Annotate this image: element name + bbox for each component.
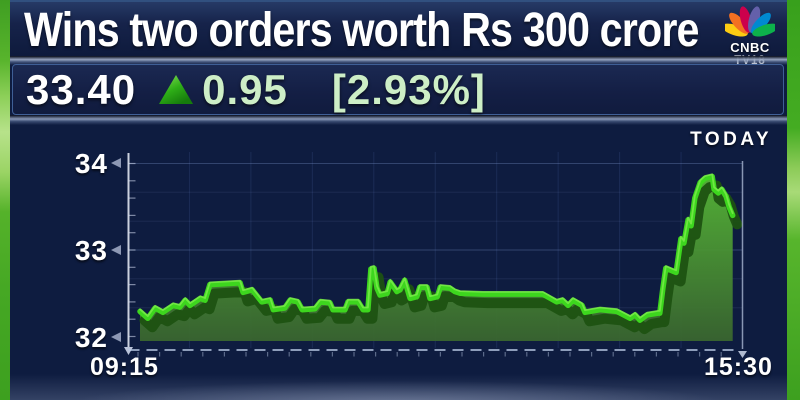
peacock-icon xyxy=(721,6,779,37)
y-axis-label-32: 32 xyxy=(74,322,108,353)
bottom-glow xyxy=(10,374,787,400)
y-axis-pointer-33 xyxy=(111,245,121,255)
x-axis-label-open: 09:15 xyxy=(90,353,159,381)
headline-bar: Wins two orders worth Rs 300 crore CNBC … xyxy=(10,0,787,67)
quote-bar: 33.40 0.95 [2.93%] xyxy=(12,64,784,115)
last-price: 33.40 xyxy=(26,65,137,113)
up-triangle-icon xyxy=(159,75,194,104)
x-axis-label-close: 15:30 xyxy=(704,353,773,381)
y-axis-pointer-34 xyxy=(111,158,121,168)
y-axis-pointer-32 xyxy=(111,332,121,342)
y-axis-label-33: 33 xyxy=(74,235,108,266)
y-axis-label-34: 34 xyxy=(74,148,108,179)
price-change-percent: [2.93%] xyxy=(331,65,486,113)
price-change: 0.95 xyxy=(202,65,288,113)
header-separator xyxy=(10,56,787,65)
left-green-border xyxy=(0,0,10,400)
logo-line-cnbc: CNBC xyxy=(730,40,770,55)
today-label: TODAY xyxy=(690,129,772,150)
quote-separator xyxy=(10,115,787,125)
headline-text: Wins two orders worth Rs 300 crore xyxy=(24,4,699,57)
chart-panel xyxy=(10,125,787,400)
right-green-border xyxy=(787,0,800,400)
